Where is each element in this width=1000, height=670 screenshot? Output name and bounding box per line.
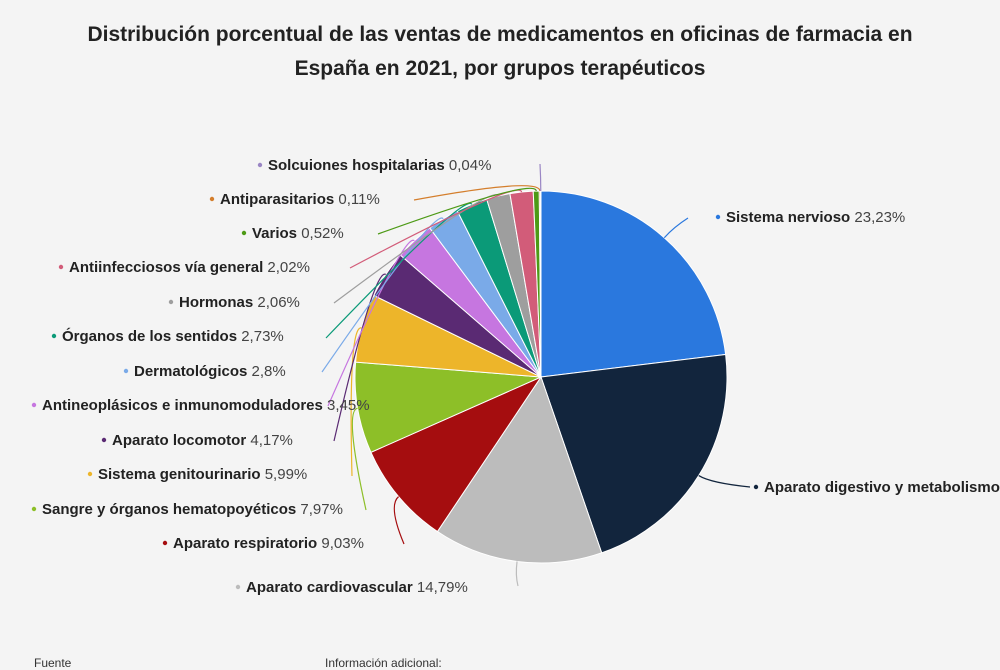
leader-line-aparato-digestivo-y-metabolismo: [699, 476, 750, 487]
slice-value: 2,73%: [237, 328, 284, 345]
svg-text:Dermatológicos 2,8%: Dermatológicos 2,8%: [134, 363, 286, 380]
legend-bullet-icon: [52, 334, 56, 338]
legend-bullet-icon: [716, 215, 720, 219]
slice-label-antineoplasicos-e-inmunomoduladores: Antineoplásicos e inmunomoduladores 3,45…: [32, 397, 370, 414]
slice-value: 0,52%: [297, 225, 344, 242]
slice-name: Solcuiones hospitalarias: [268, 157, 445, 174]
slice-name: Antiparasitarios: [220, 191, 334, 208]
slice-label-hormonas: Hormonas 2,06%: [169, 294, 300, 311]
slice-label-sangre-y-organos-hematopoyeticos: Sangre y órganos hematopoyéticos 7,97%: [32, 501, 343, 518]
leader-line-aparato-cardiovascular: [516, 561, 518, 586]
legend-bullet-icon: [32, 507, 36, 511]
slice-value: 3,45%: [323, 397, 370, 414]
legend-bullet-icon: [102, 438, 106, 442]
slice-value: 0,04%: [445, 157, 492, 174]
legend-bullet-icon: [169, 300, 173, 304]
slice-name: Varios: [252, 225, 297, 242]
leader-line-sistema-nervioso: [664, 218, 688, 238]
slice-name: Sistema genitourinario: [98, 466, 261, 483]
slice-name: Sistema nervioso: [726, 209, 850, 226]
legend-bullet-icon: [124, 369, 128, 373]
slice-label-aparato-respiratorio: Aparato respiratorio 9,03%: [163, 535, 364, 552]
slice-name: Aparato respiratorio: [173, 535, 317, 552]
svg-text:Aparato locomotor 4,17%: Aparato locomotor 4,17%: [112, 432, 293, 449]
slice-label-aparato-locomotor: Aparato locomotor 4,17%: [102, 432, 293, 449]
legend-bullet-icon: [163, 541, 167, 545]
slice-label-sistema-nervioso: Sistema nervioso 23,23%: [716, 209, 905, 226]
slice-value: 4,17%: [246, 432, 293, 449]
slice-label-sistema-genitourinario: Sistema genitourinario 5,99%: [88, 466, 307, 483]
leader-line-solcuiones-hospitalarias: [540, 164, 541, 191]
slice-value: 2,8%: [247, 363, 285, 380]
slice-label-aparato-cardiovascular: Aparato cardiovascular 14,79%: [236, 579, 468, 596]
slice-name: Sangre y órganos hematopoyéticos: [42, 501, 296, 518]
legend-bullet-icon: [258, 163, 262, 167]
svg-text:Sistema nervioso 23,23%: Sistema nervioso 23,23%: [726, 209, 905, 226]
svg-text:Hormonas 2,06%: Hormonas 2,06%: [179, 294, 300, 311]
slice-label-dermatologicos: Dermatológicos 2,8%: [124, 363, 286, 380]
slice-value: 5,99%: [261, 466, 308, 483]
legend-bullet-icon: [242, 231, 246, 235]
slice-name: Órganos de los sentidos: [62, 327, 237, 345]
slice-name: Antiinfecciosos vía general: [69, 259, 263, 276]
svg-text:Aparato cardiovascular 14,79%: Aparato cardiovascular 14,79%: [246, 579, 468, 596]
svg-text:Solcuiones hospitalarias 0,04%: Solcuiones hospitalarias 0,04%: [268, 157, 491, 174]
slice-name: Aparato digestivo y metabolismo: [764, 479, 1000, 496]
legend-bullet-icon: [236, 585, 240, 589]
additional-info-label[interactable]: Información adicional:: [325, 656, 442, 670]
slice-label-solcuiones-hospitalarias: Solcuiones hospitalarias 0,04%: [258, 157, 492, 174]
slice-value: 9,03%: [317, 535, 364, 552]
slice-value: 0,11%: [334, 191, 380, 208]
slice-label-organos-de-los-sentidos: Órganos de los sentidos 2,73%: [52, 327, 284, 345]
slice-value: 14,79%: [413, 579, 468, 596]
slice-label-varios: Varios 0,52%: [242, 225, 344, 242]
svg-text:Antineoplásicos e inmunomodula: Antineoplásicos e inmunomoduladores 3,45…: [42, 397, 370, 414]
slice-name: Aparato cardiovascular: [246, 579, 413, 596]
pie-slice-sistema-nervioso[interactable]: [541, 191, 726, 377]
slice-label-antiparasitarios: Antiparasitarios 0,11%: [210, 191, 380, 208]
svg-text:Antiinfecciosos vía general 2,: Antiinfecciosos vía general 2,02%: [69, 259, 310, 276]
slice-name: Antineoplásicos e inmunomoduladores: [42, 397, 323, 414]
slice-label-antiinfecciosos-via-general: Antiinfecciosos vía general 2,02%: [59, 259, 310, 276]
slice-value: 2,06%: [253, 294, 300, 311]
slice-value: 2,02%: [263, 259, 310, 276]
svg-text:Antiparasitarios 0,11%: Antiparasitarios 0,11%: [220, 191, 380, 208]
legend-bullet-icon: [210, 197, 214, 201]
legend-bullet-icon: [59, 265, 63, 269]
slice-name: Aparato locomotor: [112, 432, 246, 449]
legend-bullet-icon: [754, 485, 758, 489]
source-label[interactable]: Fuente: [34, 656, 71, 670]
leader-line-aparato-respiratorio: [394, 497, 404, 544]
slice-value: 7,97%: [296, 501, 343, 518]
svg-text:Sangre y órganos hematopoyétic: Sangre y órganos hematopoyéticos 7,97%: [42, 501, 343, 518]
legend-bullet-icon: [88, 472, 92, 476]
svg-text:Aparato digestivo y metabolism: Aparato digestivo y metabolismo: [764, 479, 1000, 496]
slice-name: Hormonas: [179, 294, 253, 311]
svg-text:Aparato respiratorio 9,03%: Aparato respiratorio 9,03%: [173, 535, 364, 552]
slice-label-aparato-digestivo-y-metabolismo: Aparato digestivo y metabolismo: [754, 479, 1000, 496]
slice-name: Dermatológicos: [134, 363, 247, 380]
svg-text:Varios 0,52%: Varios 0,52%: [252, 225, 344, 242]
legend-bullet-icon: [32, 403, 36, 407]
slice-value: 23,23%: [850, 209, 905, 226]
svg-text:Órganos de los sentidos 2,73%: Órganos de los sentidos 2,73%: [62, 327, 284, 345]
svg-text:Sistema genitourinario 5,99%: Sistema genitourinario 5,99%: [98, 466, 307, 483]
